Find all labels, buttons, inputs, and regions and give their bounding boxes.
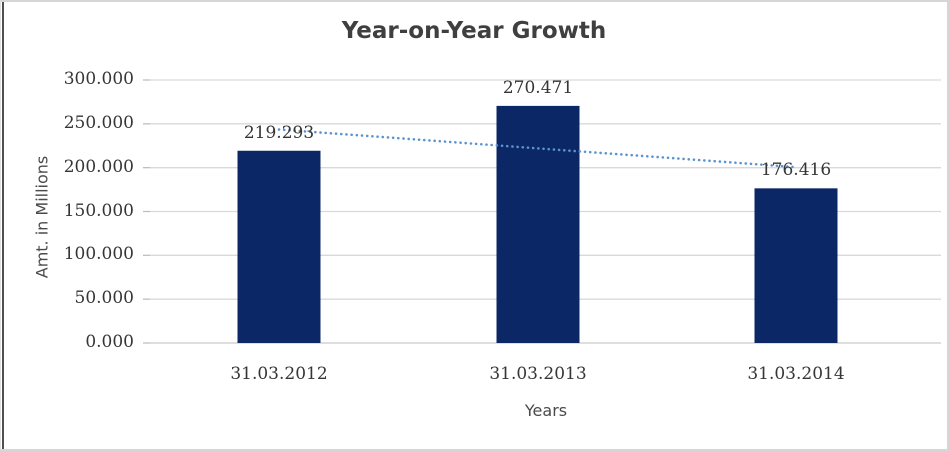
y-tick-label: 300.000 bbox=[63, 69, 134, 89]
y-tick-label: 150.000 bbox=[63, 200, 134, 221]
y-tick-label: 50.000 bbox=[74, 288, 134, 309]
y-axis-title: Amt. in Millions bbox=[32, 155, 52, 279]
trendline bbox=[277, 128, 798, 169]
data-label: 270.471 bbox=[502, 77, 574, 98]
y-tick-label: 100.000 bbox=[63, 244, 134, 265]
x-axis-title: Years bbox=[524, 401, 568, 420]
left-border-line bbox=[2, 2, 4, 449]
chart-title: Year-on-Year Growth bbox=[341, 18, 607, 44]
y-tick-label: 0.000 bbox=[85, 332, 134, 352]
category-label: 31.03.2012 bbox=[230, 364, 328, 384]
bar-31.03.2014 bbox=[754, 188, 838, 343]
category-label: 31.03.2013 bbox=[489, 364, 587, 384]
bar-31.03.2012 bbox=[237, 150, 321, 343]
data-label: 219.293 bbox=[243, 122, 315, 143]
data-label: 176.416 bbox=[760, 160, 832, 181]
category-label: 31.03.2014 bbox=[747, 364, 845, 384]
y-tick-label: 200.000 bbox=[63, 156, 134, 177]
y-tick-label: 250.000 bbox=[63, 112, 134, 133]
bar-31.03.2013 bbox=[496, 105, 580, 344]
